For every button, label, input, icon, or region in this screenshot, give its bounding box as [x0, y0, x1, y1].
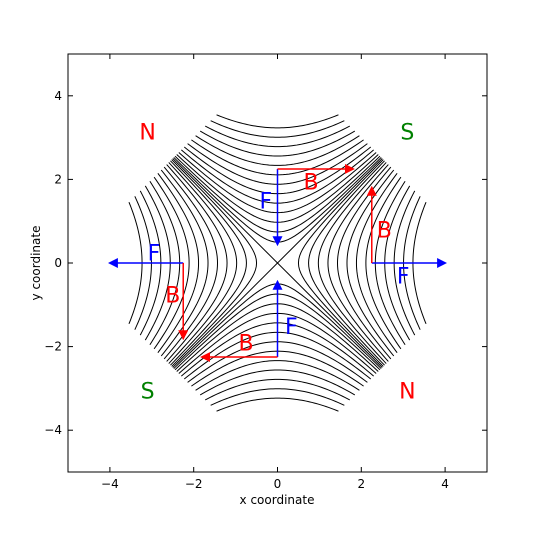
field-line: [195, 360, 360, 391]
force-label: F: [397, 265, 410, 290]
field-line: [204, 378, 351, 401]
field-line: [355, 173, 398, 353]
south-pole-label: S: [141, 380, 155, 405]
field-line: [210, 388, 345, 406]
b-field-label: B: [165, 283, 180, 308]
x-tick-label: 0: [274, 477, 282, 491]
field-line: [308, 160, 385, 366]
field-line: [163, 166, 219, 360]
field-line: [336, 166, 392, 360]
field-line: [168, 162, 238, 364]
y-tick-label: 4: [54, 89, 62, 103]
field-line: [199, 130, 356, 157]
y-axis-ticks: −4 −2 0 2 4: [44, 89, 487, 437]
field-line: [166, 164, 228, 362]
field-line: [327, 164, 389, 362]
force-label: F: [148, 242, 161, 267]
x-tick-label: −2: [185, 477, 203, 491]
b-field-label: B: [377, 219, 392, 244]
x-axis-label: x coordinate: [240, 493, 315, 507]
b-field-label: B: [239, 332, 254, 357]
south-pole-label: S: [400, 120, 414, 145]
x-axis-ticks: −4 −2 0 2 4: [101, 54, 449, 491]
y-tick-label: −4: [44, 423, 62, 437]
north-pole-label: N: [139, 120, 155, 145]
pole-labels-group: N S S N: [139, 120, 415, 404]
x-tick-label: 4: [441, 477, 449, 491]
x-tick-label: 2: [357, 477, 365, 491]
b-field-label: B: [303, 171, 318, 196]
field-line: [195, 135, 360, 166]
field-line: [365, 176, 402, 350]
y-tick-label: −2: [44, 340, 62, 354]
field-line: [216, 114, 339, 129]
field-line: [153, 176, 190, 350]
field-line: [297, 159, 384, 367]
b-field-arrows-group: B B B B: [165, 163, 392, 363]
field-line: [160, 169, 209, 357]
y-tick-label: 2: [54, 172, 62, 186]
field-line: [171, 159, 258, 367]
field-line: [346, 169, 395, 357]
force-label: F: [285, 315, 298, 340]
field-line: [317, 162, 387, 364]
north-pole-label: N: [399, 380, 415, 405]
field-line: [204, 125, 351, 148]
field-line: [170, 160, 247, 366]
field-line: [216, 397, 339, 412]
field-line: [157, 173, 200, 353]
force-label: F: [259, 189, 272, 214]
field-line: [199, 369, 356, 396]
x-tick-label: −4: [101, 477, 119, 491]
force-arrows-group: F F F F: [107, 168, 448, 358]
y-axis-label: y coordinate: [29, 226, 43, 301]
field-line: [210, 120, 345, 138]
y-tick-label: 0: [54, 256, 62, 270]
field-line-diagonal: [172, 158, 383, 368]
